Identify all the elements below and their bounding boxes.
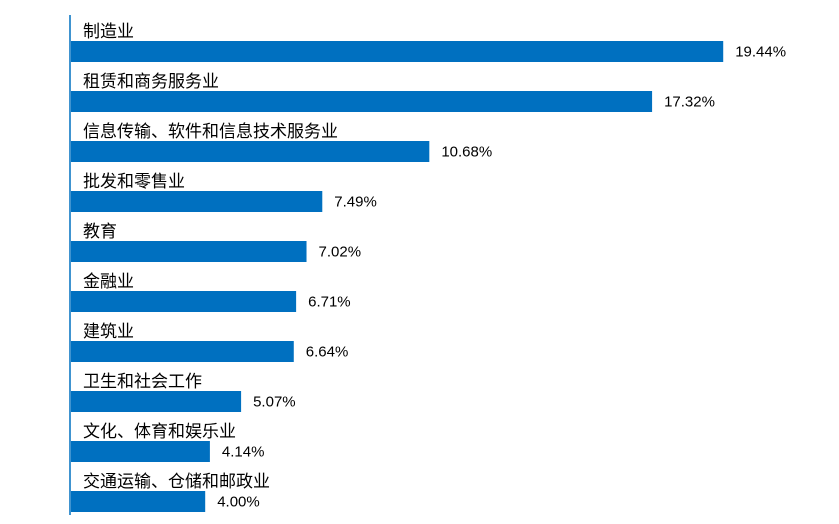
value-label: 7.49%: [334, 193, 377, 210]
category-label: 批发和零售业: [83, 172, 185, 192]
bar: [71, 191, 323, 212]
category-label: 教育: [83, 222, 117, 242]
bar: [71, 41, 724, 62]
value-label: 17.32%: [664, 93, 715, 110]
bar: [71, 241, 307, 262]
value-label: 19.44%: [735, 43, 786, 60]
category-label: 交通运输、仓储和邮政业: [83, 472, 270, 492]
value-label: 5.07%: [253, 393, 296, 410]
bar: [71, 441, 210, 462]
bar: [71, 341, 294, 362]
category-label: 制造业: [83, 22, 134, 42]
category-label: 文化、体育和娱乐业: [83, 422, 236, 442]
value-label: 4.14%: [222, 443, 265, 460]
value-label: 4.00%: [217, 493, 260, 510]
bar: [71, 291, 297, 312]
bar: [71, 141, 430, 162]
category-label: 建筑业: [83, 322, 134, 342]
category-label: 租赁和商务服务业: [83, 72, 219, 92]
value-label: 6.71%: [308, 293, 351, 310]
bar: [71, 391, 242, 412]
category-label: 卫生和社会工作: [83, 372, 202, 392]
category-label: 信息传输、软件和信息技术服务业: [83, 122, 338, 142]
bar: [71, 91, 653, 112]
value-label: 7.02%: [319, 243, 362, 260]
category-label: 金融业: [83, 272, 134, 292]
value-label: 6.64%: [306, 343, 349, 360]
value-label: 10.68%: [441, 143, 492, 160]
bar: [71, 491, 206, 512]
